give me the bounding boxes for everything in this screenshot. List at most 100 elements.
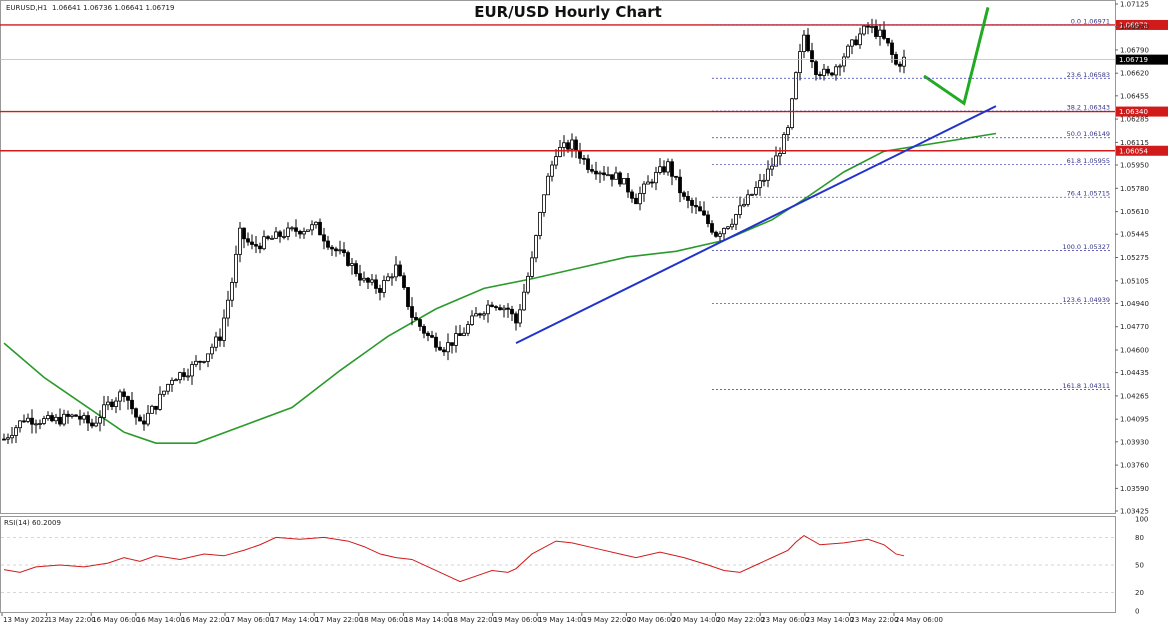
candle-body [642,183,646,194]
candle-body [170,379,174,385]
x-tick-label: 19 May 14:00 [538,616,586,624]
candle-body [758,180,762,188]
candle-body [818,74,822,76]
candle-body [242,227,246,240]
candle-body [594,170,598,175]
candle-body [854,39,858,46]
candle-body [410,306,414,318]
current-price-label: 1.06719 [1119,56,1148,64]
y-tick-label: 1.04600 [1120,346,1149,354]
candle-body [702,210,706,216]
candle-body [634,197,638,205]
resistance-price-tag [1116,106,1168,117]
x-tick-label: 18 May 14:00 [404,616,452,624]
candle-body [626,177,630,193]
candle-body [382,280,386,293]
candle-body [598,172,602,175]
candle-body [38,423,42,425]
candle-body [130,399,134,410]
candle-body [274,231,278,239]
candle-body [214,336,218,348]
candle-body [590,169,594,172]
candle-body [466,324,470,334]
y-tick-label: 1.06620 [1120,70,1149,78]
candle-body [238,227,242,255]
fib-level-label: 0.0 1.06971 [1071,18,1110,26]
candle-body [426,332,430,336]
candle-body [806,34,810,52]
candle-body [638,193,642,205]
rsi-tick-label: 50 [1135,562,1144,570]
x-tick-label: 16 May 14:00 [137,616,185,624]
candle-body [370,279,374,283]
candle-body [366,277,370,283]
candle-body [606,174,610,177]
candle-body [794,72,798,100]
candle-body [694,205,698,208]
candle-body [190,364,194,377]
candle-body [226,299,230,319]
candle-body [318,221,322,236]
candle-body [42,418,46,424]
candle-body [514,313,518,324]
x-tick-label: 17 May 06:00 [226,616,274,624]
y-tick-label: 1.03590 [1120,485,1149,493]
candle-body [662,166,666,173]
candle-body [278,231,282,237]
candle-body [430,335,434,338]
candle-body [306,229,310,232]
candle-body [678,176,682,194]
candle-body [610,174,614,180]
candle-body [90,422,94,427]
candle-body [706,214,710,224]
candle-body [6,437,10,440]
candle-body [94,422,98,427]
candle-body [134,408,138,418]
candle-body [814,61,818,75]
candle-body [510,308,514,315]
y-tick-label: 1.04265 [1120,392,1149,400]
x-tick-label: 19 May 06:00 [494,616,542,624]
candle-body [902,56,906,67]
candle-body [346,252,350,266]
candle-body [866,25,870,28]
candle-body [518,309,522,324]
candle-body [314,221,318,226]
candle-body [558,146,562,158]
candle-body [882,29,886,39]
candle-body [114,400,118,407]
rsi-tick-label: 80 [1135,534,1144,542]
candle-body [718,233,722,237]
candle-body [78,415,82,420]
candle-body [234,253,238,283]
y-tick-label: 1.06285 [1120,116,1149,124]
candle-body [690,200,694,206]
rsi-tick-label: 0 [1135,608,1139,616]
candle-body [126,396,130,401]
candle-body [374,279,378,289]
candle-body [570,139,574,150]
candle-body [502,307,506,311]
x-tick-label: 18 May 06:00 [360,616,408,624]
y-tick-label: 1.04940 [1120,300,1149,308]
resistance-price-label: 1.06972 [1119,21,1148,29]
candle-body [898,63,902,67]
candle-body [798,51,802,74]
candle-body [542,194,546,213]
y-tick-label: 1.05610 [1120,208,1149,216]
y-tick-label: 1.03930 [1120,438,1149,446]
candle-body [398,264,402,277]
candle-body [822,68,826,76]
candle-body [442,349,446,353]
candle-body [14,427,18,436]
candle-body [82,415,86,420]
candle-body [30,417,34,425]
candle-body [458,333,462,336]
candle-body [358,273,362,281]
candle-body [406,287,410,307]
candle-body [602,172,606,176]
candle-body [778,153,782,157]
candle-body [454,333,458,346]
candle-body [270,237,274,240]
y-tick-label: 1.04435 [1120,369,1149,377]
